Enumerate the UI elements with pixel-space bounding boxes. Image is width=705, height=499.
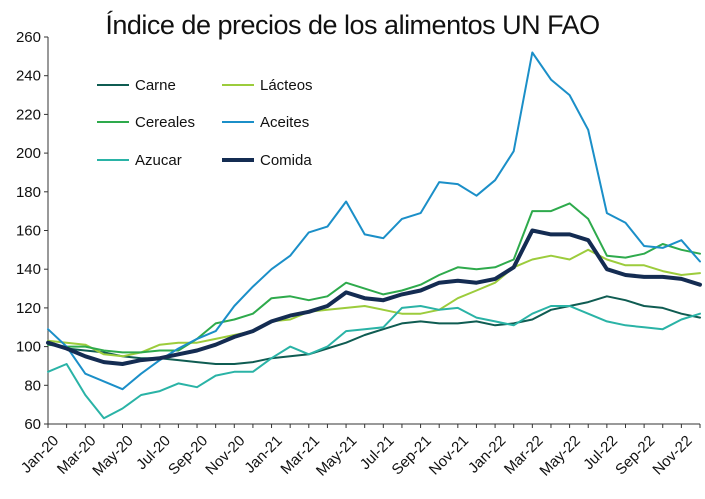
y-tick-label: 80 bbox=[24, 377, 41, 394]
x-tick-label: Jan-22 bbox=[465, 432, 509, 476]
series-lines bbox=[46, 51, 702, 420]
y-tick-label: 60 bbox=[24, 416, 41, 433]
x-tick-label: Jan-21 bbox=[241, 432, 285, 476]
y-tick-label: 120 bbox=[16, 300, 41, 317]
y-tick-label: 140 bbox=[16, 261, 41, 278]
series-line-aceites bbox=[47, 51, 701, 391]
x-tick-label: Sep-22 bbox=[612, 432, 658, 478]
series-line-cereales bbox=[47, 202, 701, 354]
series-line-lácteos bbox=[47, 248, 701, 358]
x-tick-label: Nov-22 bbox=[649, 432, 695, 478]
legend-label: Aceites bbox=[260, 114, 309, 131]
x-tick-label: Jan-20 bbox=[18, 432, 62, 476]
legend-label: Comida bbox=[260, 152, 312, 169]
legend-label: Lácteos bbox=[260, 77, 313, 94]
y-tick-label: 220 bbox=[16, 106, 41, 123]
x-tick-label: Nov-20 bbox=[202, 432, 248, 478]
series-line-comida bbox=[46, 228, 702, 366]
chart-title: Índice de precios de los alimentos UN FA… bbox=[105, 10, 600, 40]
y-tick-label: 160 bbox=[16, 223, 41, 240]
y-tick-label: 100 bbox=[16, 339, 41, 356]
series-line-azucar bbox=[47, 305, 701, 420]
y-tick-label: 200 bbox=[16, 145, 41, 162]
series-line-carne bbox=[47, 295, 701, 365]
legend-label: Carne bbox=[135, 77, 176, 94]
x-tick-label: Sep-20 bbox=[165, 432, 211, 478]
legend: Carne Lácteos Cereales Aceites Azucar Comida bbox=[97, 77, 313, 169]
x-tick-label: May-22 bbox=[536, 432, 583, 479]
legend-label: Cereales bbox=[135, 114, 195, 131]
y-tick-label: 260 bbox=[16, 29, 41, 46]
x-tick-label: May-21 bbox=[313, 432, 360, 479]
y-tick-label: 180 bbox=[16, 184, 41, 201]
x-tick-label: Sep-21 bbox=[389, 432, 435, 478]
x-tick-label: May-20 bbox=[89, 432, 136, 479]
x-tick-label: Nov-21 bbox=[426, 432, 472, 478]
legend-label: Azucar bbox=[135, 152, 182, 169]
y-tick-label: 240 bbox=[16, 68, 41, 85]
